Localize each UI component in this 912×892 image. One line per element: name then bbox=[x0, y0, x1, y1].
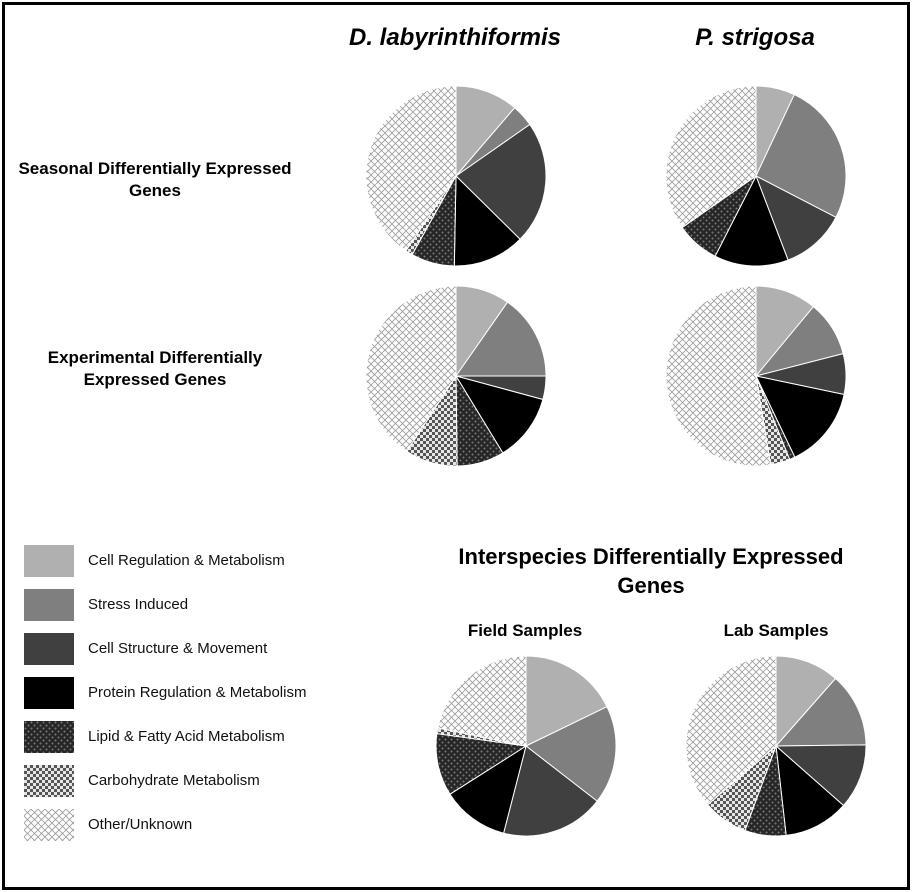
pie-slice-lipid-fatty-acid-metabolism bbox=[435, 733, 528, 795]
pie-slice-other-unknown bbox=[365, 285, 457, 453]
lab-samples-label: Lab Samples bbox=[723, 621, 829, 640]
pie-slice-protein-regulation-metabolism bbox=[454, 375, 544, 454]
legend-swatch bbox=[24, 589, 74, 621]
pie-slice-protein-regulation-metabolism bbox=[453, 174, 521, 267]
pie-slice-stress-induced bbox=[525, 705, 617, 802]
legend-item: Lipid & Fatty Acid Metabolism bbox=[24, 721, 354, 753]
pie-slice-stress-induced bbox=[455, 301, 547, 377]
pie-slice-other-unknown bbox=[665, 85, 757, 229]
legend-item: Carbohydrate Metabolism bbox=[24, 765, 354, 797]
legend-item: Cell Regulation & Metabolism bbox=[24, 545, 354, 577]
legend-item: Protein Regulation & Metabolism bbox=[24, 677, 354, 709]
legend-label: Cell Regulation & Metabolism bbox=[88, 552, 285, 569]
pie-slice-cell-regulation-metabolism bbox=[525, 655, 608, 747]
legend-label: Cell Structure & Movement bbox=[88, 640, 268, 657]
legend-swatch bbox=[24, 633, 74, 665]
row-label-experimental: Experimental Differentially Expressed Ge… bbox=[47, 348, 263, 390]
legend-label: Carbohydrate Metabolism bbox=[88, 772, 260, 789]
pie-seasonal-p-strigosa bbox=[665, 85, 847, 267]
legend-item: Other/Unknown bbox=[24, 809, 354, 841]
pie-slice-other-unknown bbox=[365, 85, 457, 252]
legend-item: Stress Induced bbox=[24, 589, 354, 621]
pie-experimental-d-labyrinthiformis bbox=[365, 285, 547, 467]
pie-slice-protein-regulation-metabolism bbox=[775, 744, 845, 836]
pie-slice-other-unknown bbox=[685, 655, 777, 806]
pie-interspecies-lab bbox=[685, 655, 867, 837]
pie-slice-cell-regulation-metabolism bbox=[455, 85, 516, 178]
pie-slice-other-unknown bbox=[665, 285, 772, 467]
pie-slice-cell-regulation-metabolism bbox=[775, 655, 837, 748]
pie-experimental-p-strigosa bbox=[665, 285, 847, 467]
pie-slice-protein-regulation-metabolism bbox=[714, 174, 789, 267]
pie-slice-protein-regulation-metabolism bbox=[755, 375, 845, 458]
legend-swatch bbox=[24, 721, 74, 753]
pie-slice-cell-structure-movement bbox=[755, 174, 837, 261]
interspecies-title: Interspecies Differentially Expressed Ge… bbox=[458, 544, 844, 598]
pie-slice-stress-induced bbox=[755, 93, 847, 219]
legend-label: Stress Induced bbox=[88, 596, 189, 613]
species-title-p-strigosa: P. strigosa bbox=[695, 24, 815, 51]
pie-slice-other-unknown bbox=[437, 655, 527, 747]
pie-interspecies-field bbox=[435, 655, 617, 837]
pie-slice-protein-regulation-metabolism bbox=[449, 744, 527, 834]
legend-swatch bbox=[24, 809, 74, 841]
pie-slice-stress-induced bbox=[774, 677, 867, 747]
legend-label: Lipid & Fatty Acid Metabolism bbox=[88, 728, 285, 745]
legend-swatch bbox=[24, 677, 74, 709]
legend-label: Other/Unknown bbox=[88, 816, 193, 833]
field-samples-label: Field Samples bbox=[467, 621, 583, 640]
species-title-d-labyrinthiformis: D. labyrinthiformis bbox=[348, 24, 562, 51]
pie-seasonal-d-labyrinthiformis bbox=[365, 85, 547, 267]
legend-swatch bbox=[24, 765, 74, 797]
pie-slice-cell-structure-movement bbox=[455, 123, 547, 240]
pie-slice-cell-structure-movement bbox=[774, 744, 867, 807]
pie-slice-cell-structure-movement bbox=[503, 745, 598, 837]
legend-item: Cell Structure & Movement bbox=[24, 633, 354, 665]
legend-label: Protein Regulation & Metabolism bbox=[88, 684, 307, 701]
legend-swatch bbox=[24, 545, 74, 577]
row-label-seasonal: Seasonal Differentially Expressed Genes bbox=[18, 159, 292, 201]
